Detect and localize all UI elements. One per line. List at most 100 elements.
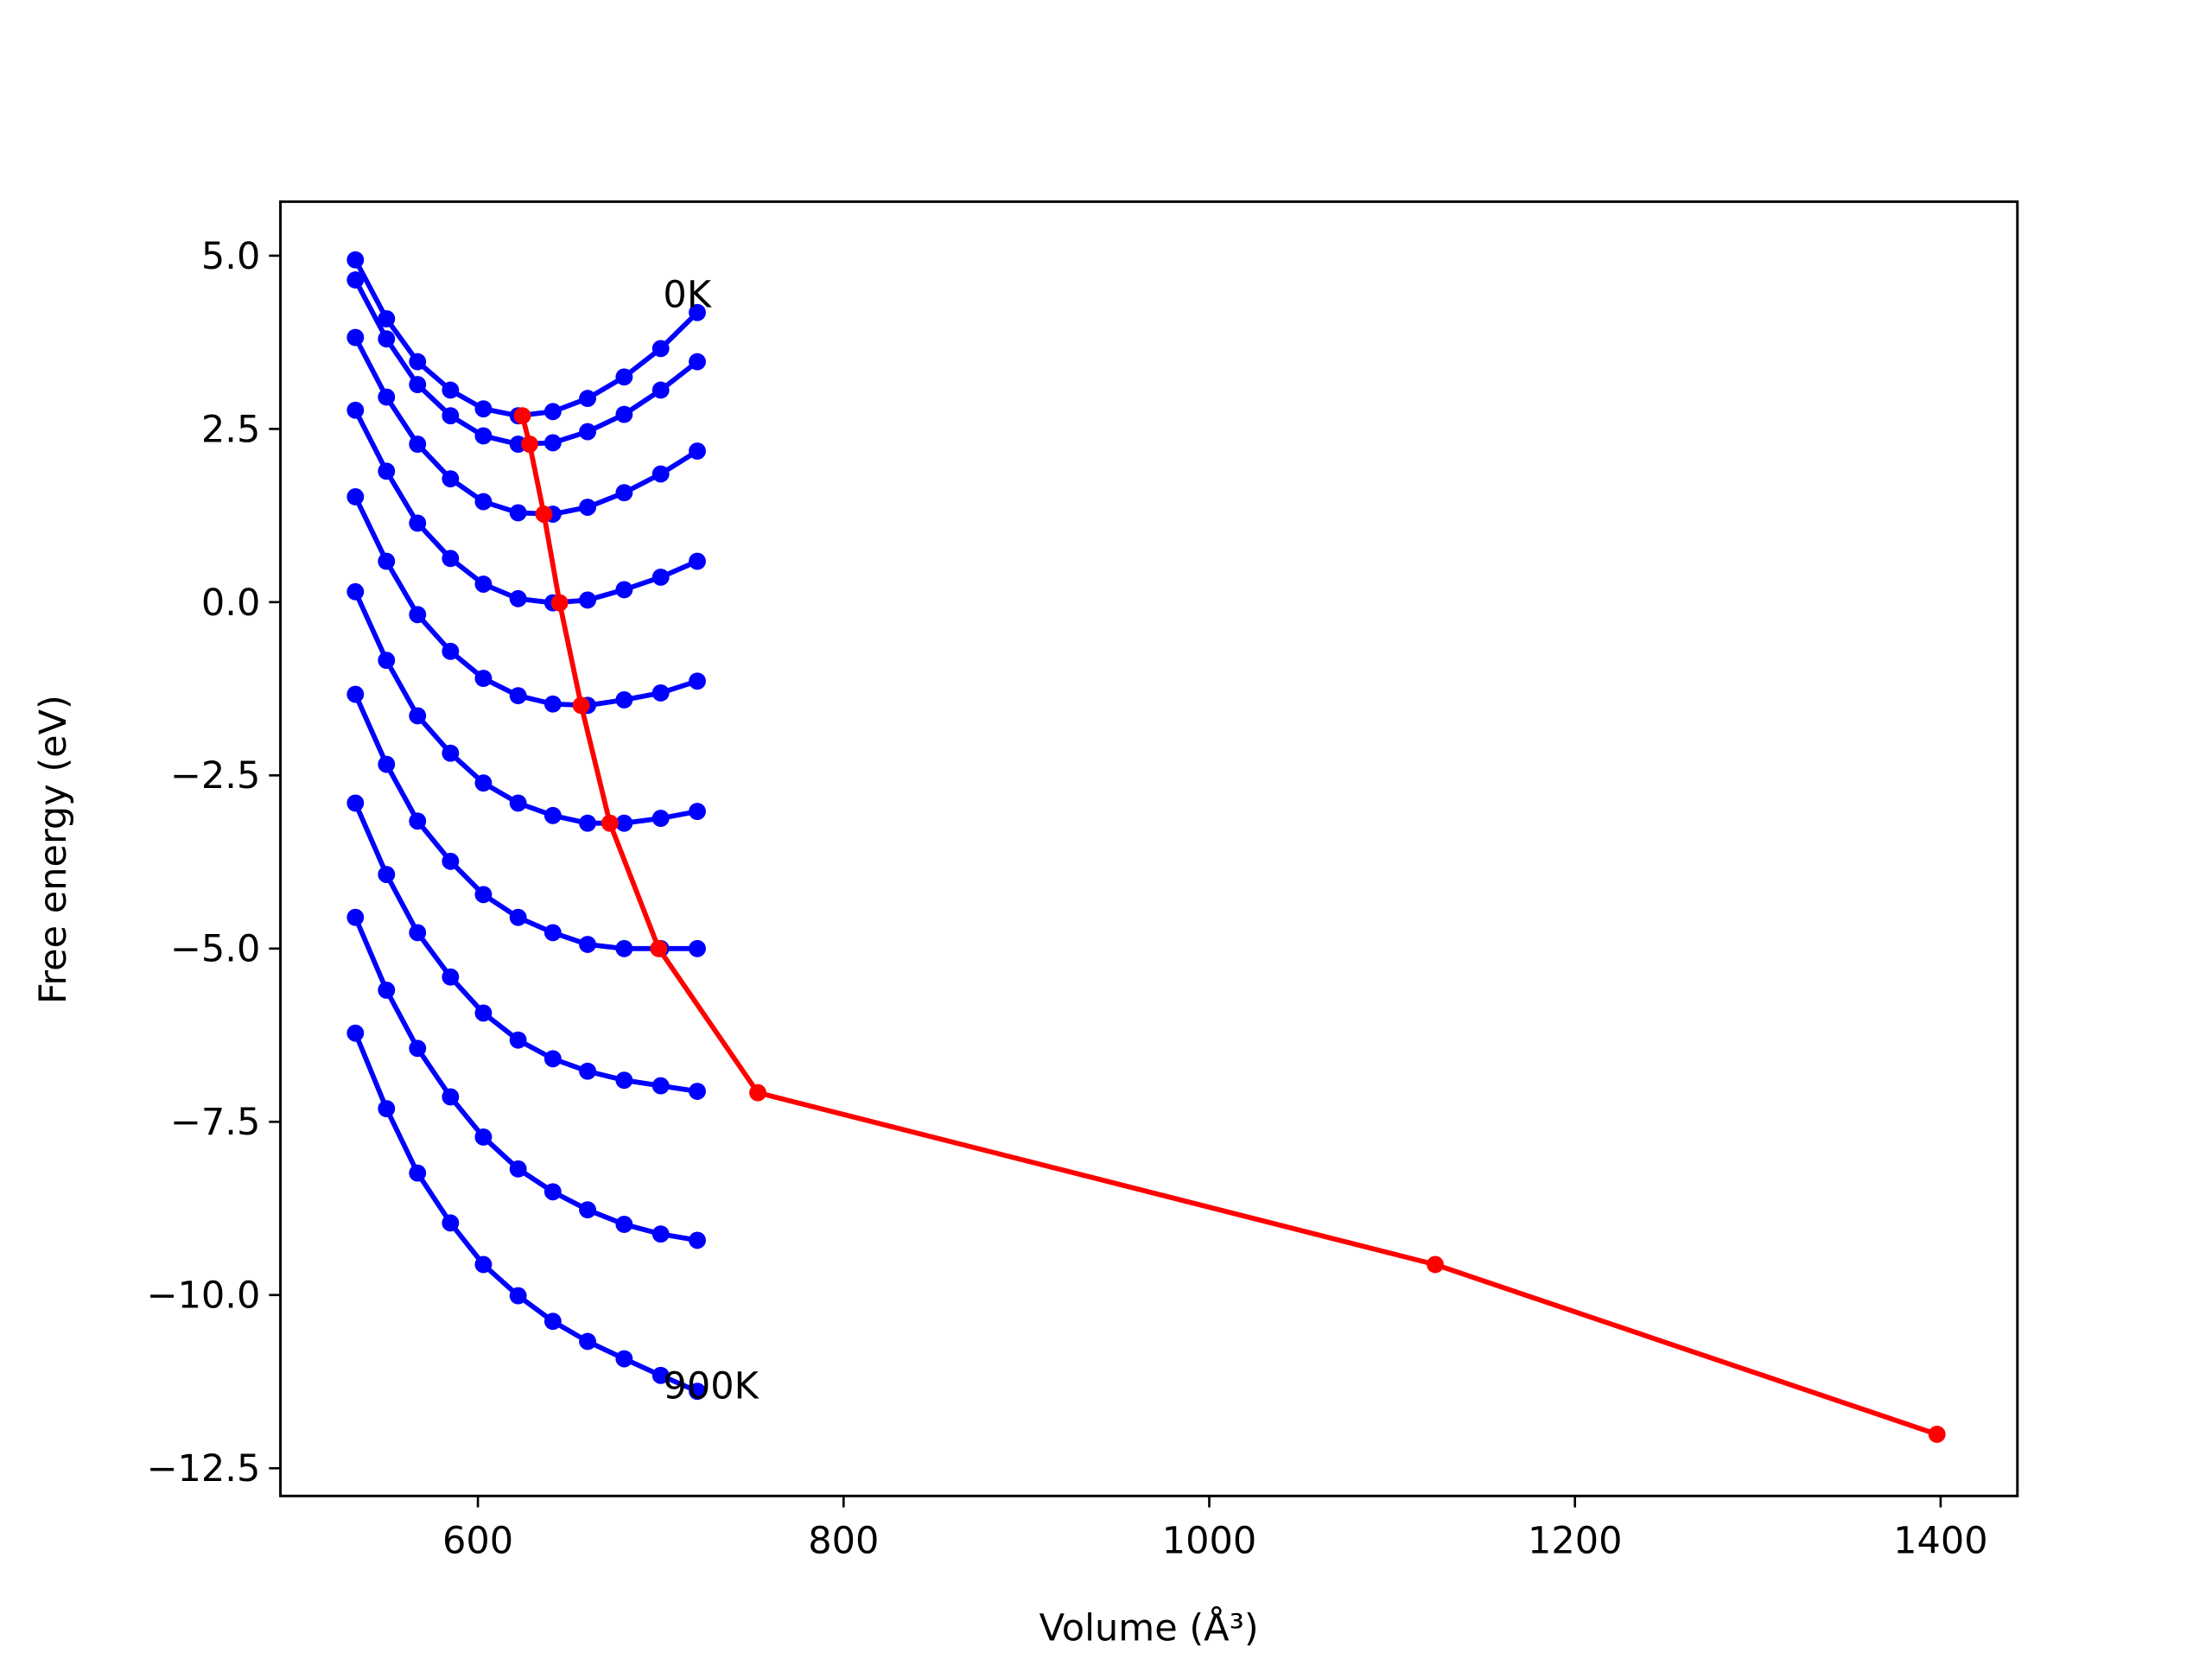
point	[615, 405, 633, 423]
point	[543, 1313, 562, 1331]
point	[442, 852, 460, 870]
x-tick-label: 1200	[1528, 1520, 1623, 1563]
point	[378, 981, 396, 999]
point	[442, 968, 460, 986]
point	[346, 794, 365, 812]
x-axis-label: Volume (Å³)	[1039, 1605, 1259, 1649]
y-axis-label: Free energy (eV)	[32, 695, 75, 1004]
point	[615, 939, 633, 957]
point	[346, 1024, 365, 1042]
point	[521, 435, 538, 453]
point	[442, 642, 460, 660]
point	[615, 1216, 633, 1233]
point	[442, 381, 460, 399]
point	[689, 353, 706, 371]
point	[579, 591, 596, 609]
point	[652, 340, 670, 358]
point	[572, 696, 590, 715]
point	[378, 755, 396, 773]
point	[378, 309, 396, 327]
point	[579, 1062, 596, 1080]
point	[579, 1201, 596, 1219]
point	[442, 1088, 460, 1106]
point	[442, 407, 460, 425]
x-tick-label: 800	[808, 1520, 879, 1563]
annotation: 0K	[663, 274, 712, 317]
point	[509, 1031, 527, 1049]
point	[409, 435, 427, 453]
point	[543, 695, 562, 713]
point	[615, 1350, 633, 1368]
point	[346, 328, 365, 346]
point	[378, 462, 396, 480]
point	[474, 400, 493, 418]
point	[652, 683, 670, 702]
point	[652, 1077, 670, 1095]
y-tick-label: −2.5	[170, 754, 261, 798]
point	[442, 744, 460, 762]
point	[615, 814, 633, 832]
point	[474, 774, 493, 792]
point	[535, 505, 553, 523]
annotation: 900K	[663, 1365, 760, 1408]
point	[409, 1039, 427, 1058]
point	[346, 582, 365, 601]
x-tick-label: 1400	[1893, 1520, 1988, 1563]
point	[615, 691, 633, 709]
point	[689, 803, 706, 820]
point	[378, 866, 396, 883]
point	[1427, 1255, 1444, 1274]
point	[409, 1164, 427, 1182]
point	[509, 1287, 527, 1305]
point	[378, 1100, 396, 1117]
point	[652, 1225, 670, 1243]
point	[409, 707, 427, 725]
series-line	[519, 415, 1938, 1437]
point	[474, 575, 493, 593]
point	[543, 806, 562, 824]
point	[652, 465, 670, 483]
point	[652, 1366, 670, 1384]
y-tick-label: −5.0	[170, 928, 261, 971]
point	[378, 330, 396, 348]
point	[409, 924, 427, 942]
point	[513, 407, 531, 425]
x-tick-label: 600	[442, 1520, 513, 1563]
y-tick-label: −7.5	[170, 1101, 261, 1144]
point	[543, 1050, 562, 1068]
point	[689, 1083, 706, 1100]
point	[442, 1214, 460, 1232]
point	[346, 251, 365, 269]
y-tick-label: −12.5	[146, 1447, 260, 1491]
point	[509, 687, 527, 705]
point	[579, 814, 596, 832]
point	[474, 427, 493, 445]
point	[442, 470, 460, 488]
point	[474, 670, 493, 688]
point	[346, 488, 365, 505]
point	[689, 552, 706, 570]
point	[689, 939, 706, 957]
point	[579, 390, 596, 408]
x-tick-label: 1000	[1162, 1520, 1257, 1563]
point	[1928, 1426, 1946, 1443]
point	[543, 434, 562, 452]
point	[615, 1071, 633, 1090]
point	[509, 589, 527, 607]
point	[346, 908, 365, 926]
point	[442, 550, 460, 568]
point	[601, 814, 619, 832]
point	[689, 672, 706, 690]
y-tick-label: 2.5	[201, 408, 260, 451]
point	[474, 1128, 493, 1146]
point	[689, 1382, 706, 1401]
point	[543, 1183, 562, 1201]
point	[652, 569, 670, 586]
point	[378, 652, 396, 670]
point	[409, 353, 427, 371]
point	[615, 484, 633, 502]
point	[650, 939, 668, 957]
point	[509, 1160, 527, 1178]
